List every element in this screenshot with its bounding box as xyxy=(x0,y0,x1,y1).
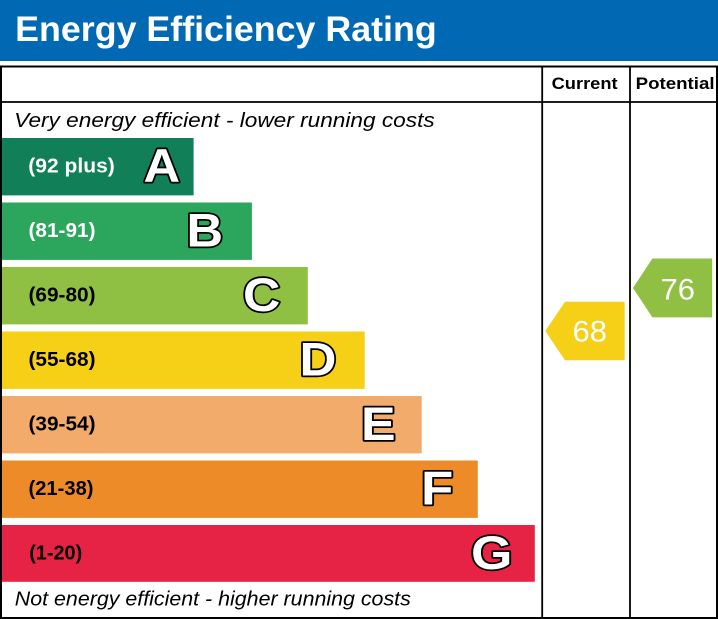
svg-text:E: E xyxy=(361,397,396,450)
svg-text:Energy Efficiency Rating: Energy Efficiency Rating xyxy=(15,10,437,49)
svg-text:Very energy efficient - lower: Very energy efficient - lower running co… xyxy=(14,110,435,132)
svg-text:A: A xyxy=(144,139,181,192)
svg-text:(1-20): (1-20) xyxy=(29,541,82,564)
svg-text:Potential: Potential xyxy=(636,75,715,93)
svg-text:(21-38): (21-38) xyxy=(29,477,94,500)
svg-text:76: 76 xyxy=(661,273,696,306)
svg-text:(69-80): (69-80) xyxy=(29,283,96,306)
svg-text:(55-68): (55-68) xyxy=(29,348,96,371)
svg-text:Not energy efficient - higher: Not energy efficient - higher running co… xyxy=(15,589,411,611)
svg-text:G: G xyxy=(471,526,513,579)
svg-text:F: F xyxy=(421,462,453,515)
svg-text:D: D xyxy=(300,333,337,386)
svg-text:(39-54): (39-54) xyxy=(29,412,96,435)
svg-text:B: B xyxy=(187,204,224,257)
svg-text:C: C xyxy=(243,268,280,321)
svg-text:68: 68 xyxy=(573,316,608,349)
svg-text:Current: Current xyxy=(552,75,619,93)
svg-text:(81-91): (81-91) xyxy=(29,219,96,242)
svg-text:(92 plus): (92 plus) xyxy=(28,154,115,177)
